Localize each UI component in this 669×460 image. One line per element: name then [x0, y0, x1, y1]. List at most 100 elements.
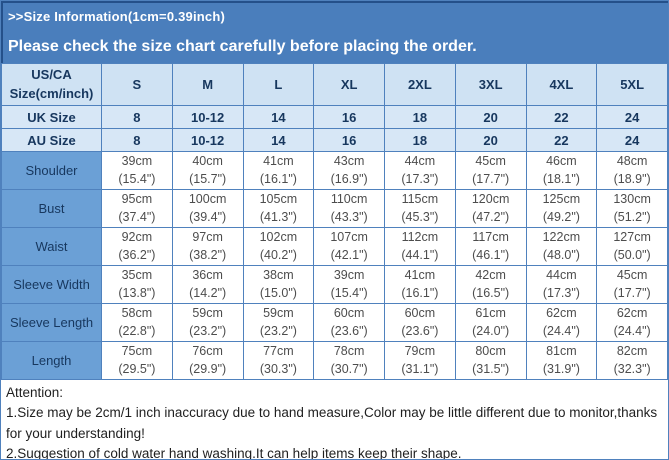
- size-row-value: 22: [525, 105, 598, 129]
- measure-inch-value: (51.2"): [613, 209, 651, 224]
- measure-cm-value: 41cm: [404, 268, 436, 282]
- measure-inch-value: (13.8"): [118, 285, 156, 300]
- measure-cm-value: 44cm: [404, 154, 436, 168]
- measure-cm-value: 45cm: [475, 154, 506, 168]
- measure-cm-value: 39cm: [121, 154, 153, 168]
- measure-inch-value: (15.4"): [330, 285, 368, 300]
- attention-note-1: 1.Size may be 2cm/1 inch inaccuracy due …: [6, 405, 658, 441]
- measure-cm-value: 75cm: [121, 344, 153, 358]
- measure-inch-value: (49.2"): [542, 209, 580, 224]
- measure-inch-value: (14.2"): [189, 285, 227, 300]
- measure-row: Sleeve Width 35cm (13.8") 36cm (14.2") 38cm (1…: [1, 265, 668, 304]
- measure-cm-value: 102cm: [259, 230, 298, 244]
- measure-cm-value: 95cm: [121, 192, 153, 206]
- measure-inch-value: (18.1"): [542, 171, 580, 186]
- measure-cm-value: 59cm: [263, 306, 294, 320]
- measure-cm-value: 92cm: [121, 230, 153, 244]
- attention-note-2: 2.Suggestion of cold water hand washing.…: [6, 445, 462, 460]
- measure-cell: 97cm (38.2"): [171, 227, 244, 266]
- measure-cell: 62cm (24.4"): [596, 303, 668, 342]
- measure-cell: 58cm (22.8"): [101, 303, 173, 342]
- measure-inch-value: (31.1"): [401, 361, 439, 376]
- measure-cell: 92cm (36.2"): [101, 227, 173, 266]
- size-table: US/CA Size(cm/inch) S M L XL 2XL 3XL 4XL 5XL UK S…: [1, 63, 668, 380]
- measure-cell: 61cm (24.0"): [454, 303, 527, 342]
- measure-row-label: Sleeve Length: [1, 303, 102, 342]
- banner-title: >>Size Information(1cm=0.39inch): [8, 9, 225, 24]
- size-row-value: 18: [384, 105, 456, 129]
- measure-inch-value: (24.4"): [613, 323, 651, 338]
- measure-cm-value: 41cm: [263, 154, 294, 168]
- measure-cell: 60cm (23.6"): [384, 303, 456, 342]
- measure-inch-value: (16.9"): [330, 171, 368, 186]
- measure-cell: 59cm (23.2"): [242, 303, 315, 342]
- measure-cell: 78cm (30.7"): [313, 341, 385, 380]
- measure-inch-value: (36.2"): [118, 247, 156, 262]
- measure-inch-value: (41.3"): [259, 209, 297, 224]
- measure-inch-value: (17.7"): [613, 285, 651, 300]
- size-row-value: 10-12: [171, 128, 244, 152]
- measure-inch-value: (31.9"): [542, 361, 580, 376]
- measure-cm-value: 112cm: [401, 230, 439, 244]
- measure-inch-value: (48.0"): [542, 247, 580, 262]
- measure-cell: 39cm (15.4"): [313, 265, 385, 304]
- size-row-value: 24: [596, 105, 668, 129]
- measure-inch-value: (18.9"): [613, 171, 651, 186]
- size-row-value: 8: [101, 128, 173, 152]
- measure-inch-value: (23.2"): [189, 323, 227, 338]
- measure-inch-value: (23.2"): [259, 323, 297, 338]
- attention-footer: Attention: 1.Size may be 2cm/1 inch inac…: [1, 380, 668, 460]
- measure-inch-value: (22.8"): [118, 323, 156, 338]
- measure-cm-value: 105cm: [259, 192, 298, 206]
- measure-inch-value: (29.5"): [118, 361, 156, 376]
- measure-cm-value: 40cm: [192, 154, 223, 168]
- measure-inch-value: (29.9"): [189, 361, 227, 376]
- measure-cell: 105cm (41.3"): [242, 189, 315, 228]
- measure-cell: 81cm (31.9"): [525, 341, 598, 380]
- measure-cell: 127cm (50.0"): [596, 227, 668, 266]
- measure-cell: 80cm (31.5"): [454, 341, 527, 380]
- measure-cm-value: 115cm: [401, 192, 439, 206]
- header-row: US/CA Size(cm/inch) S M L XL 2XL 3XL 4XL 5XL: [1, 63, 668, 106]
- measure-cell: 43cm (16.9"): [313, 151, 385, 190]
- measure-inch-value: (23.6"): [401, 323, 439, 338]
- measure-cm-value: 59cm: [192, 306, 223, 320]
- size-column-header: S: [101, 63, 173, 106]
- measure-cm-value: 110cm: [330, 192, 368, 206]
- measure-row: Shoulder 39cm (15.4") 40cm (15.7") 41cm (16.1"…: [1, 151, 668, 190]
- measure-inch-value: (15.4"): [118, 171, 156, 186]
- measure-cell: 75cm (29.5"): [101, 341, 173, 380]
- measure-cell: 48cm (18.9"): [596, 151, 668, 190]
- measure-inch-value: (15.7"): [189, 171, 227, 186]
- measure-cell: 44cm (17.3"): [384, 151, 456, 190]
- measure-cm-value: 78cm: [333, 344, 365, 358]
- measure-inch-value: (16.5"): [472, 285, 510, 300]
- measure-inch-value: (47.2"): [472, 209, 510, 224]
- measure-cm-value: 125cm: [542, 192, 581, 206]
- measure-inch-value: (24.0"): [472, 323, 510, 338]
- size-row-value: 8: [101, 105, 173, 129]
- measure-cell: 40cm (15.7"): [171, 151, 244, 190]
- measure-cm-value: 82cm: [616, 344, 648, 358]
- measure-cell: 41cm (16.1"): [384, 265, 456, 304]
- measure-inch-value: (38.2"): [189, 247, 227, 262]
- size-column-header: XL: [313, 63, 385, 106]
- measure-inch-value: (50.0"): [613, 247, 651, 262]
- measure-cell: 59cm (23.2"): [171, 303, 244, 342]
- measure-cm-value: 122cm: [542, 230, 581, 244]
- measure-cm-value: 46cm: [546, 154, 577, 168]
- measure-cell: 122cm (48.0"): [525, 227, 598, 266]
- size-row-value: 16: [313, 105, 385, 129]
- measure-inch-value: (24.4"): [542, 323, 580, 338]
- measure-cell: 130cm (51.2"): [596, 189, 668, 228]
- size-row-value: 24: [596, 128, 668, 152]
- measure-inch-value: (44.1"): [401, 247, 439, 262]
- measure-cm-value: 60cm: [404, 306, 436, 320]
- size-row: AU Size 8 10-12 14 16 18 20 22 24: [1, 128, 668, 152]
- measure-cell: 39cm (15.4"): [101, 151, 173, 190]
- measure-cm-value: 107cm: [330, 230, 368, 244]
- measure-cm-value: 76cm: [192, 344, 223, 358]
- measure-cell: 112cm (44.1"): [384, 227, 456, 266]
- measure-row-label: Shoulder: [1, 151, 102, 190]
